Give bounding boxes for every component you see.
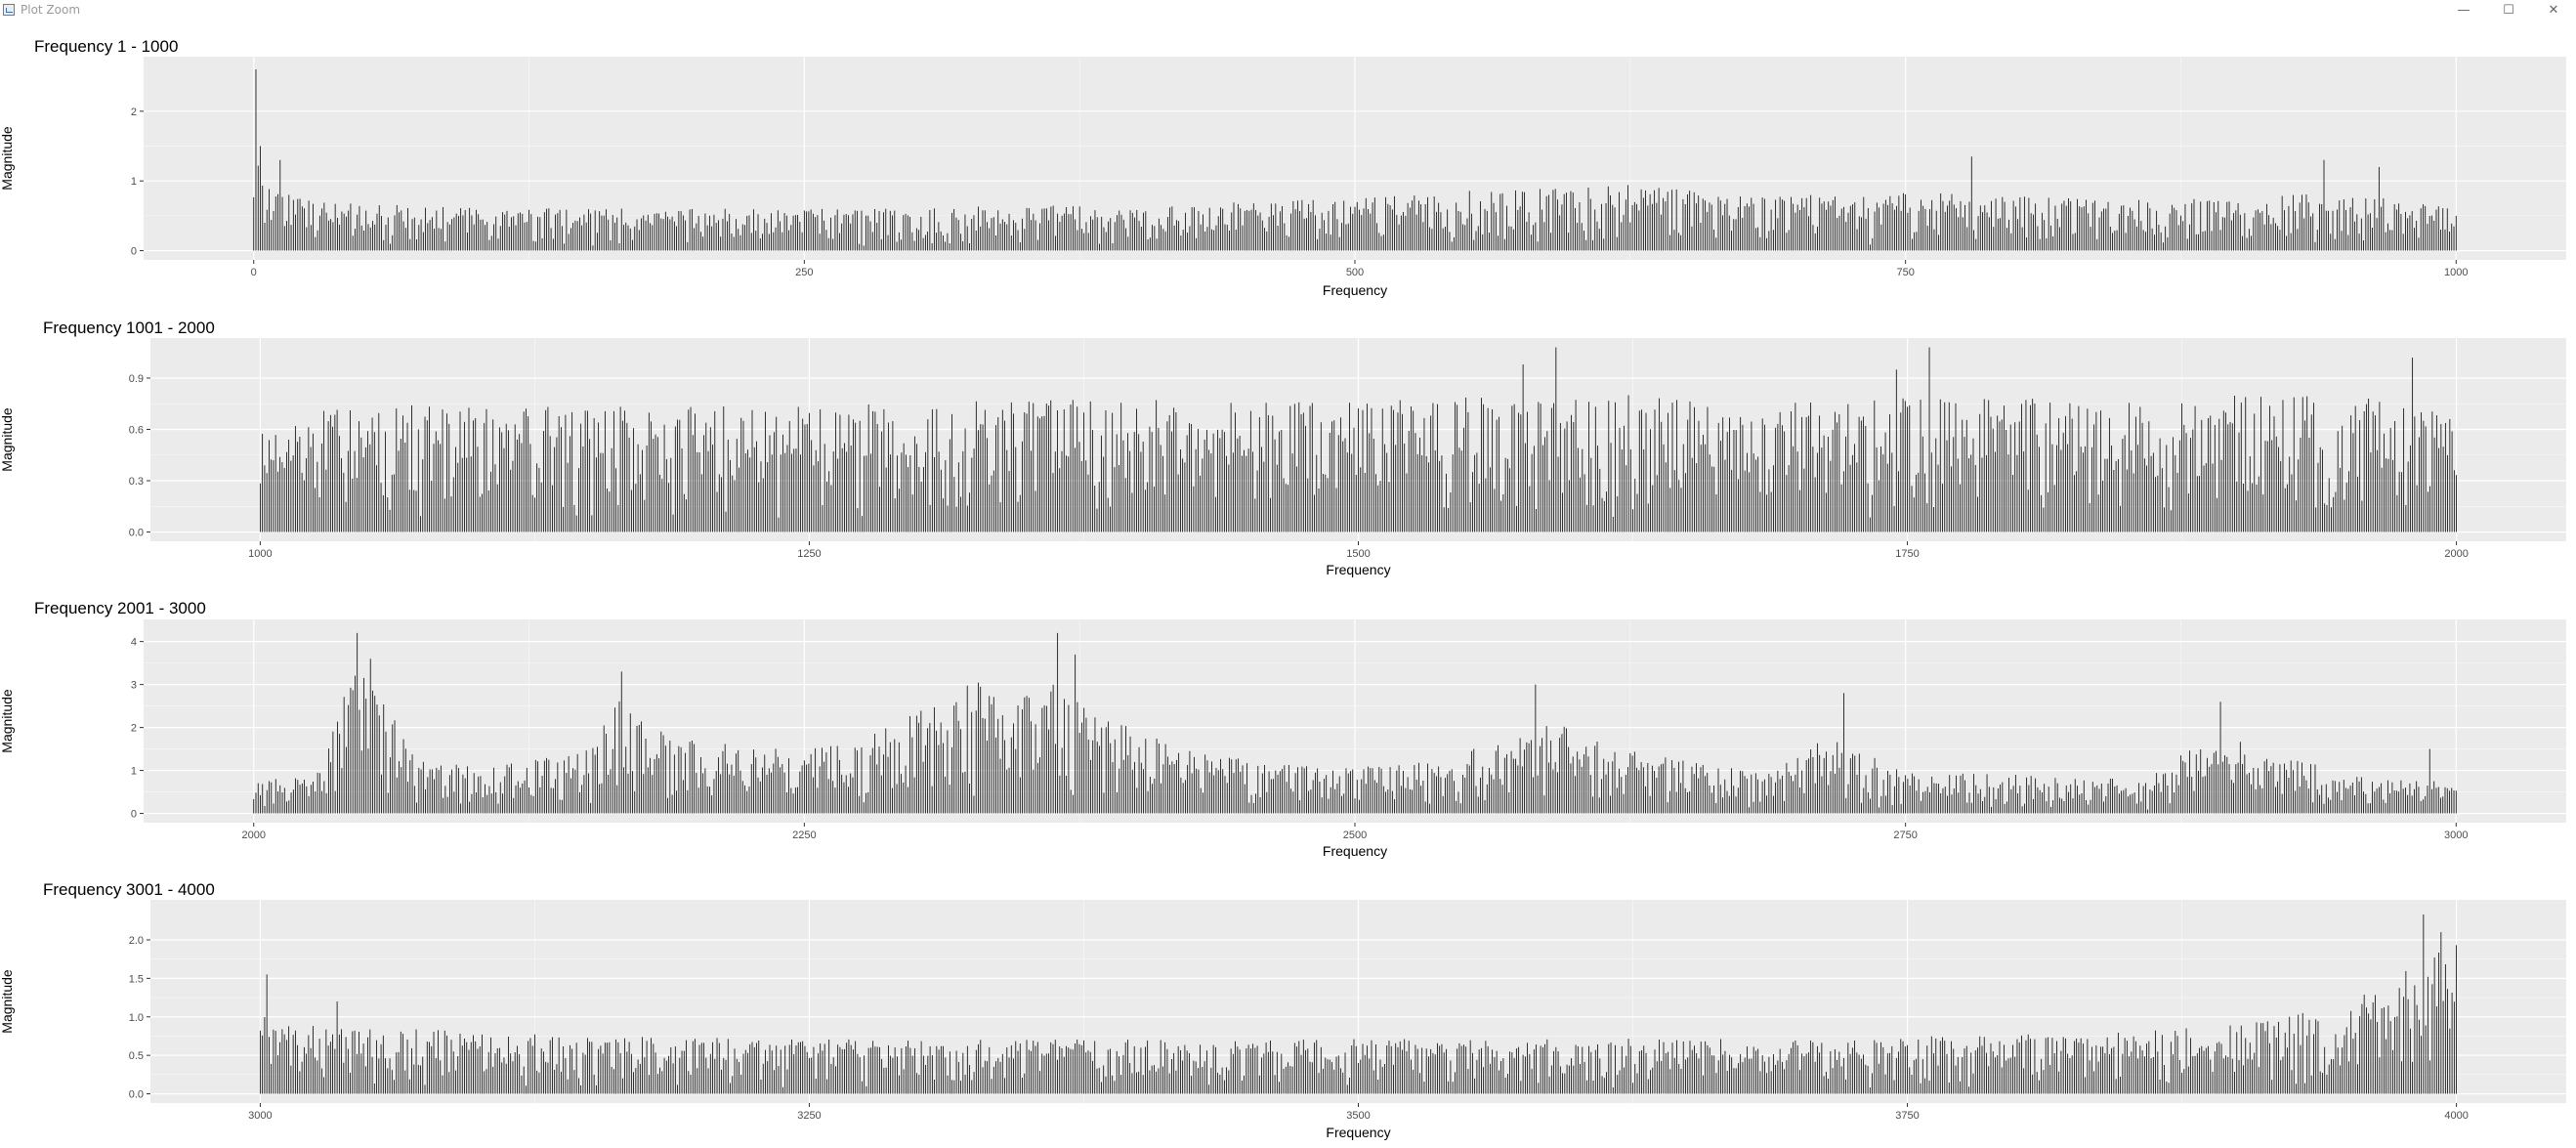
magnitude-bars [260, 347, 2457, 532]
y-axis-title: Magnitude [0, 969, 15, 1034]
spectrum-plots: 0 250 500 750 1000 0 1 2 Frequency 1 - 1000 Frequ… [0, 37, 2566, 1140]
chart-panel-1: 0 250 500 750 1000 0 1 2 Frequency 1 - 1000 Frequ… [0, 37, 2566, 298]
x-axis-title: Frequency [1323, 282, 1387, 298]
y-axis-title: Magnitude [0, 126, 15, 191]
y-tick-label: 0.9 [129, 373, 144, 385]
x-tick-label: 2000 [2444, 548, 2468, 560]
y-tick-label: 0.0 [129, 1089, 144, 1101]
x-tick-label: 0 [251, 267, 257, 278]
chart-title: Frequency 1 - 1000 [34, 37, 178, 56]
x-tick-label: 2000 [241, 829, 265, 841]
x-tick-label: 1000 [2444, 267, 2468, 278]
x-tick-label: 2750 [1893, 829, 1917, 841]
y-tick-label: 0 [131, 809, 137, 821]
x-tick-label: 1000 [248, 548, 272, 560]
window-controls: — ☐ ✕ [2441, 0, 2576, 20]
x-axis-title: Frequency [1326, 1125, 1390, 1140]
y-axis-title: Magnitude [0, 407, 15, 472]
chart-panel-4: 3000 3250 3500 3750 4000 0.0 0.5 1.0 1.5 2.0 Frequ… [0, 880, 2566, 1140]
x-axis-title: Frequency [1323, 843, 1387, 859]
x-tick-label: 750 [1896, 267, 1914, 278]
y-axis-title: Magnitude [0, 689, 15, 753]
close-button[interactable]: ✕ [2548, 2, 2559, 18]
chart-title: Frequency 3001 - 4000 [43, 880, 215, 899]
x-tick-label: 2250 [792, 829, 816, 841]
y-tick-label: 3 [131, 680, 137, 692]
y-tick-label: 0 [131, 246, 137, 258]
app-plot-icon [3, 4, 15, 16]
minimize-button[interactable]: — [2457, 2, 2470, 18]
chart-title: Frequency 1001 - 2000 [43, 319, 215, 337]
magnitude-bars [253, 632, 2457, 814]
x-tick-label: 3250 [797, 1110, 821, 1122]
x-tick-label: 1500 [1346, 548, 1370, 560]
x-tick-label: 3000 [248, 1110, 272, 1122]
y-tick-label: 1.0 [129, 1012, 144, 1024]
y-tick-label: 0.0 [129, 528, 144, 539]
window-title: Plot Zoom [21, 3, 81, 17]
x-tick-label: 500 [1346, 267, 1364, 278]
x-tick-label: 1750 [1895, 548, 1919, 560]
y-tick-label: 1 [131, 766, 137, 778]
y-tick-label: 2.0 [129, 935, 144, 947]
x-tick-label: 2500 [1343, 829, 1367, 841]
y-tick-label: 0.3 [129, 476, 144, 488]
x-tick-label: 3000 [2444, 829, 2468, 841]
magnitude-bars [253, 69, 2457, 251]
x-tick-label: 3500 [1346, 1110, 1370, 1122]
window-titlebar: Plot Zoom — ☐ ✕ [0, 0, 2576, 20]
y-tick-label: 1.5 [129, 973, 144, 985]
x-tick-label: 250 [795, 267, 813, 278]
chart-title: Frequency 2001 - 3000 [34, 599, 206, 617]
chart-panel-2: 1000 1250 1500 1750 2000 0.0 0.3 0.6 0.9 Frequenc… [0, 319, 2566, 577]
y-tick-label: 1 [131, 176, 137, 188]
magnitude-bars [260, 914, 2457, 1094]
x-tick-label: 4000 [2444, 1110, 2468, 1122]
x-axis-title: Frequency [1326, 562, 1390, 577]
chart-panel-3: 2000 2250 2500 2750 3000 0 1 2 3 4 Frequency 2001 … [0, 599, 2566, 859]
x-tick-label: 3750 [1895, 1110, 1919, 1122]
y-tick-label: 4 [131, 637, 137, 649]
maximize-button[interactable]: ☐ [2503, 2, 2514, 18]
y-tick-label: 2 [131, 723, 137, 735]
y-tick-label: 0.6 [129, 424, 144, 436]
y-tick-label: 2 [131, 106, 137, 118]
y-tick-label: 0.5 [129, 1050, 144, 1062]
x-tick-label: 1250 [797, 548, 821, 560]
